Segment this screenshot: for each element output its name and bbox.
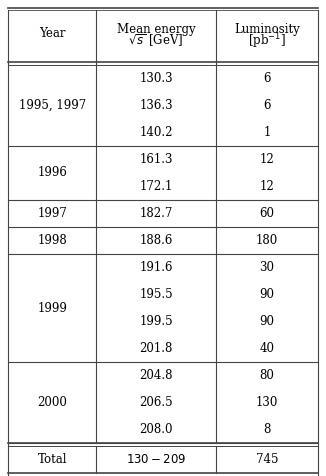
Text: 195.5: 195.5	[139, 288, 173, 301]
Text: 90: 90	[259, 315, 274, 328]
Text: 6: 6	[263, 99, 271, 112]
Text: $130 - 209$: $130 - 209$	[126, 453, 186, 466]
Text: 1998: 1998	[37, 234, 67, 247]
Text: 1999: 1999	[37, 302, 67, 315]
Text: 12: 12	[259, 180, 274, 193]
Text: 204.8: 204.8	[139, 369, 173, 382]
Text: 191.6: 191.6	[139, 261, 173, 274]
Text: 208.0: 208.0	[139, 424, 173, 436]
Text: 182.7: 182.7	[139, 207, 173, 220]
Text: $\sqrt{s}$ [GeV]: $\sqrt{s}$ [GeV]	[128, 33, 184, 50]
Text: 161.3: 161.3	[139, 153, 173, 166]
Text: [pb$^{-1}$]: [pb$^{-1}$]	[248, 31, 286, 51]
Text: 201.8: 201.8	[139, 342, 173, 355]
Text: 172.1: 172.1	[139, 180, 173, 193]
Text: 80: 80	[259, 369, 274, 382]
Text: 136.3: 136.3	[139, 99, 173, 112]
Text: 30: 30	[259, 261, 274, 274]
Text: 130: 130	[256, 397, 278, 409]
Text: Total: Total	[37, 453, 67, 466]
Text: 40: 40	[259, 342, 274, 355]
Text: 188.6: 188.6	[139, 234, 173, 247]
Text: 60: 60	[259, 207, 274, 220]
Text: 199.5: 199.5	[139, 315, 173, 328]
Text: 90: 90	[259, 288, 274, 301]
Text: Year: Year	[39, 27, 66, 40]
Text: 140.2: 140.2	[139, 126, 173, 139]
Text: 206.5: 206.5	[139, 397, 173, 409]
Text: 745: 745	[256, 453, 278, 466]
Text: Luminosity: Luminosity	[234, 22, 300, 36]
Text: 1: 1	[263, 126, 271, 139]
Text: 6: 6	[263, 72, 271, 85]
Text: 1996: 1996	[37, 166, 67, 179]
Text: 12: 12	[259, 153, 274, 166]
Text: 130.3: 130.3	[139, 72, 173, 85]
Text: 180: 180	[256, 234, 278, 247]
Text: 8: 8	[263, 424, 271, 436]
Text: 2000: 2000	[37, 397, 67, 409]
Text: 1997: 1997	[37, 207, 67, 220]
Text: 1995, 1997: 1995, 1997	[19, 99, 86, 112]
Text: Mean energy: Mean energy	[117, 22, 195, 36]
